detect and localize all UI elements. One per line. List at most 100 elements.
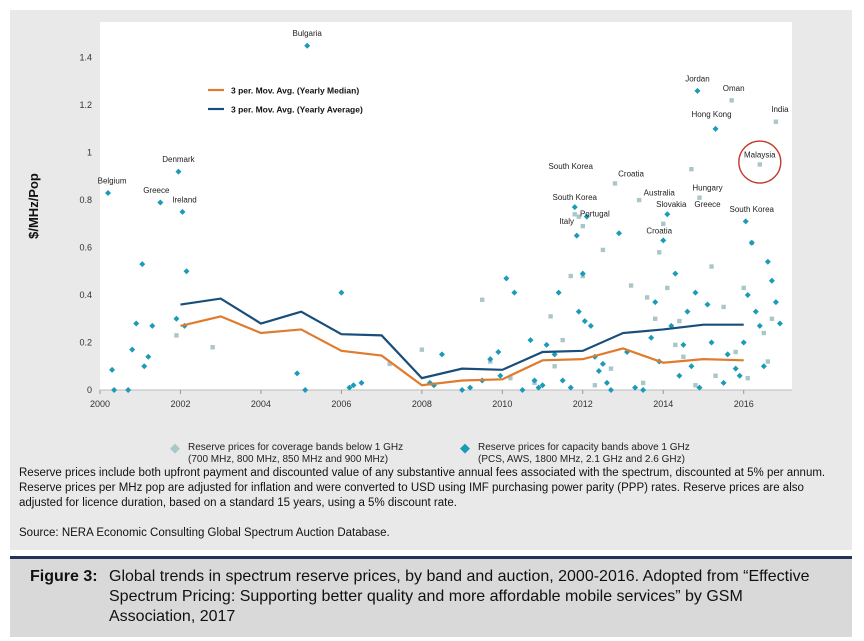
average-line [180,297,744,380]
capacity-point [173,315,180,322]
capacity-point [141,363,148,370]
capacity-point [752,308,759,315]
capacity-point [304,42,311,49]
coverage-point [608,366,614,371]
x-tick-label: 2010 [492,399,512,409]
coverage-point [733,349,738,355]
coverage-point [508,375,513,381]
legend-coverage-line1: Reserve prices for coverage bands below … [188,442,404,453]
point-annotation: Greece [143,186,170,195]
capacity-point [764,258,771,265]
capacity-point [732,365,739,372]
scatter-chart: 2000 2002 2004 2006 2008 2010 2012 2014 2016 0 0.2… [26,22,792,409]
capacity-point [708,339,715,346]
point-annotation: Portugal [580,210,610,219]
coverage-point [721,304,726,310]
x-tick-label: 2004 [251,399,271,409]
point-annotation: Slovakia [656,200,687,209]
capacity-point [694,87,701,94]
point-annotation: South Korea [548,162,593,171]
capacity-point [632,384,639,391]
coverage-point [640,380,646,386]
legend-capacity-line1: Reserve prices for capacity bands above … [478,442,690,453]
coverage-point [644,295,650,300]
y-tick-label: 1.2 [79,100,92,110]
coverage-point [612,181,618,186]
coverage-point [600,247,606,253]
highlight-circle [738,140,782,184]
point-annotation: Australia [644,188,676,197]
capacity-point [149,322,156,329]
capacity-point [684,308,691,315]
coverage-point [761,330,767,336]
coverage-point [765,359,771,364]
capacity-point [616,230,622,237]
coverage-point [628,283,634,288]
capacity-point [599,360,606,367]
legend-item-capacity: ◆ Reserve prices for capacity bands abov… [460,441,690,466]
capacity-point [571,204,578,211]
capacity-point [760,363,767,370]
chart-note: Reserve prices include both upfront paym… [19,467,826,509]
coverage-point [741,285,746,291]
point-annotation: Jordan [685,74,709,83]
capacity-point [531,377,538,384]
coverage-point [580,223,585,229]
capacity-point [358,379,365,386]
capacity-point [724,351,731,358]
capacity-point [497,372,504,379]
capacity-point [607,387,614,393]
point-annotation: India [771,105,789,114]
coverage-point [210,345,215,350]
point-annotation: Croatia [646,226,672,235]
y-axis-label: $/MHz/Pop [26,173,41,239]
capacity-point [744,292,751,299]
capacity-point [467,384,474,391]
caption-label: Figure 3: [30,568,98,585]
capacity-point [664,211,671,218]
point-annotation: Hungary [692,184,722,193]
caption-body: Global trends in spectrum reserve prices… [109,568,810,625]
capacity-point [583,213,590,220]
capacity-point [704,301,711,308]
coverage-point [174,333,179,338]
y-tick-label: 1 [87,148,92,158]
coverage-point [552,364,557,369]
coverage-point [592,383,598,388]
point-annotation: Ireland [172,195,196,204]
capacity-point [776,320,783,327]
figure-caption: Figure 3: Global trends in spectrum rese… [30,567,830,627]
x-tick-label: 2002 [170,399,190,409]
capacity-point [696,384,703,391]
y-tick-label: 0 [87,385,92,395]
x-tick-label: 2014 [653,399,673,409]
capacity-point [175,168,182,175]
capacity-point [555,289,562,296]
y-tick-label: 1.4 [79,53,92,63]
y-tick-label: 0.2 [79,338,92,348]
median-legend-label: 3 per. Mov. Avg. (Yearly Median) [231,86,359,96]
capacity-point [748,239,755,246]
capacity-point [688,363,695,370]
coverage-point [677,318,682,324]
coverage-point [769,316,775,321]
capacity-point [720,379,727,386]
capacity-point [139,261,146,268]
capacity-point [105,189,112,196]
coverage-point [673,342,678,348]
point-annotation: Greece [694,200,721,209]
capacity-point [692,289,699,296]
capacity-point [573,232,580,239]
coverage-point [387,361,392,367]
point-annotation: Belgium [98,176,127,185]
point-annotation: Malaysia [744,150,776,159]
capacity-point [109,366,116,373]
coverage-point [636,197,642,203]
coverage-point [572,212,577,217]
capacity-point [652,299,659,306]
capacity-point [676,372,683,379]
median-line [180,315,744,387]
capacity-point [648,334,655,341]
capacity-point [511,289,518,296]
coverage-point [745,375,750,381]
